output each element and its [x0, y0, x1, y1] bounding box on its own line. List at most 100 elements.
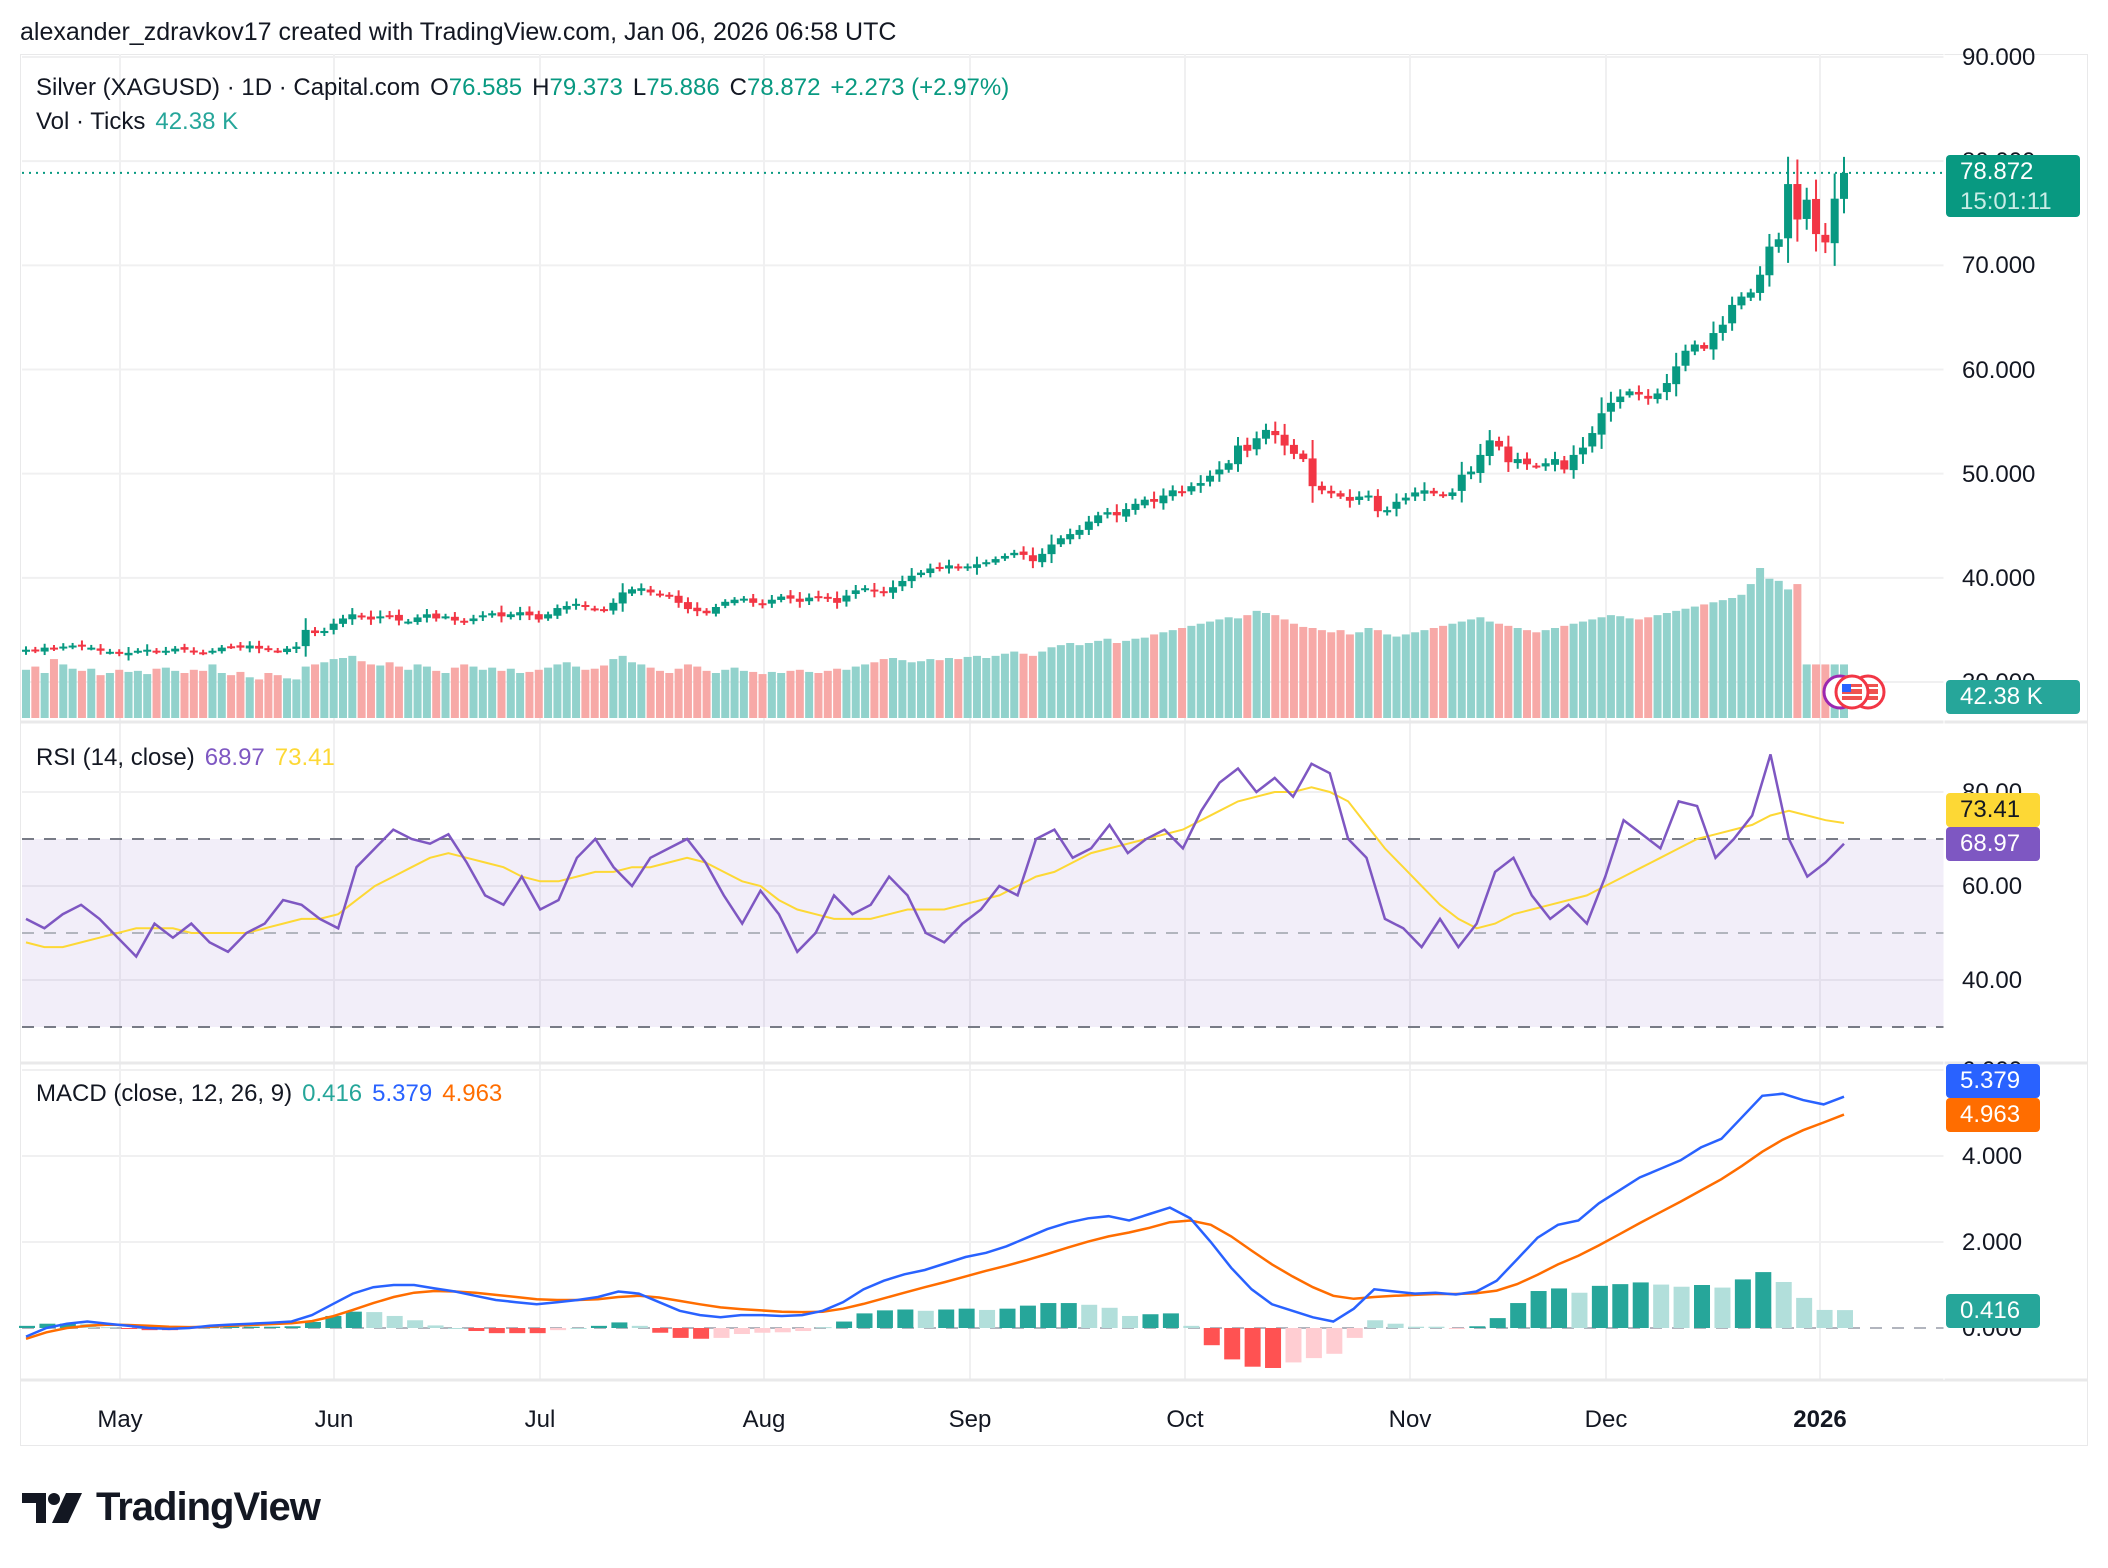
volume-bar: [413, 664, 422, 718]
candle-body: [1802, 199, 1811, 219]
price-tick: 60.000: [1962, 357, 2036, 384]
volume-bar: [739, 670, 748, 718]
volume-bar: [422, 666, 431, 718]
macd-histogram-bar: [795, 1328, 812, 1332]
macd-histogram-bar: [1673, 1286, 1690, 1328]
candle-body: [1560, 460, 1569, 470]
volume-bar: [320, 662, 329, 718]
volume-legend[interactable]: Vol · Ticks 42.38 K: [36, 108, 248, 136]
macd-histogram-bar: [1448, 1328, 1465, 1329]
candle-body: [1672, 366, 1681, 385]
candle-body: [963, 566, 972, 569]
macd-histogram-bar: [897, 1309, 914, 1328]
volume-bar: [1112, 643, 1121, 718]
candle-body: [115, 651, 124, 654]
tradingview-logo[interactable]: TradingView: [22, 1485, 321, 1530]
volume-bar: [1401, 634, 1410, 718]
candle-body: [693, 607, 702, 612]
macd-histogram-bar: [1040, 1303, 1057, 1328]
candle-body: [311, 630, 320, 634]
volume-bar: [1327, 632, 1336, 718]
candle-body: [1122, 509, 1131, 517]
volume-bar: [1597, 617, 1606, 718]
candle-body: [1476, 454, 1485, 473]
macd-histogram-bar: [447, 1328, 464, 1329]
volume-bar: [1206, 621, 1215, 718]
volume-bar: [1709, 602, 1718, 718]
volume-bar: [982, 658, 991, 718]
volume-bar: [1075, 645, 1084, 718]
candle-body: [1784, 184, 1793, 239]
macd-histogram-bar: [672, 1328, 689, 1338]
price-tick: 40.000: [1962, 565, 2036, 592]
volume-bar: [516, 673, 525, 718]
macd-legend[interactable]: MACD (close, 12, 26, 9) 0.416 5.379 4.963: [36, 1080, 512, 1108]
volume-bar: [954, 659, 963, 718]
volume-bar: [1094, 640, 1103, 718]
chart-frame: [20, 54, 2088, 1446]
volume-bar: [1625, 618, 1634, 718]
macd-histogram-bar: [917, 1310, 934, 1328]
candle-body: [758, 603, 767, 606]
volume-bar: [31, 666, 40, 718]
volume-bar: [1672, 610, 1681, 718]
volume-bar: [96, 675, 105, 718]
candle-body: [954, 566, 963, 569]
candle-body: [1709, 333, 1718, 350]
candle-body: [646, 589, 655, 593]
volume-bar: [1131, 638, 1140, 718]
candle-body: [777, 596, 786, 600]
volume-bar: [711, 673, 720, 718]
candle-body: [1066, 534, 1075, 540]
economic-events[interactable]: [1822, 672, 1902, 712]
pane-separators: [20, 54, 2088, 1382]
volume-bar: [311, 664, 320, 718]
candle-body: [637, 588, 646, 591]
candle-body: [553, 608, 562, 616]
volume-bar: [861, 664, 870, 718]
candles: [22, 156, 1944, 661]
volume-bar: [161, 667, 170, 718]
attribution-text: alexander_zdravkov17 created with Tradin…: [20, 18, 897, 46]
volume-bar: [721, 669, 730, 718]
symbol-title[interactable]: Silver (XAGUSD) · 1D · Capital.com: [36, 74, 421, 101]
volume-bar: [870, 662, 879, 718]
candle-body: [1457, 474, 1466, 491]
volume-bar: [767, 671, 776, 718]
candle-body: [488, 613, 497, 616]
symbol-legend[interactable]: Silver (XAGUSD) · 1D · Capital.com O76.58…: [36, 74, 1019, 102]
rsi-legend[interactable]: RSI (14, close) 68.97 73.41: [36, 744, 345, 772]
volume-bar: [963, 656, 972, 718]
candle-body: [898, 580, 907, 587]
volume-bar: [22, 669, 30, 718]
candle-body: [329, 623, 338, 630]
volume-bar: [1504, 625, 1513, 718]
candle-body: [1084, 521, 1093, 530]
volume-bar: [1187, 625, 1196, 718]
rsi-lines: [25, 754, 1845, 959]
candle-body: [730, 599, 739, 604]
volume-bar: [1560, 625, 1569, 718]
volume-bar: [227, 675, 236, 718]
volume-bar: [40, 673, 49, 718]
open-value: 76.585: [448, 74, 523, 101]
macd-histogram-bar: [1796, 1297, 1813, 1328]
volume-bar: [105, 673, 114, 718]
volume-bar: [1765, 578, 1774, 718]
time-tick: Jul: [524, 1406, 556, 1433]
candle-body: [1345, 496, 1354, 501]
volume-bar: [805, 671, 814, 718]
macd-histogram-bar: [1305, 1328, 1322, 1359]
candle-body: [460, 620, 469, 623]
macd-histogram-bar: [1162, 1313, 1179, 1328]
volume-bar: [133, 670, 142, 718]
macd-histogram-bar: [1653, 1284, 1670, 1328]
macd-histogram-bar: [529, 1328, 546, 1334]
macd-histogram-bar: [1694, 1285, 1711, 1328]
macd-histogram-bar: [1571, 1292, 1588, 1328]
candle-body: [273, 650, 282, 653]
candle-body: [1746, 292, 1755, 298]
macd-histogram-bar: [1081, 1304, 1098, 1328]
candle-body: [236, 645, 245, 648]
